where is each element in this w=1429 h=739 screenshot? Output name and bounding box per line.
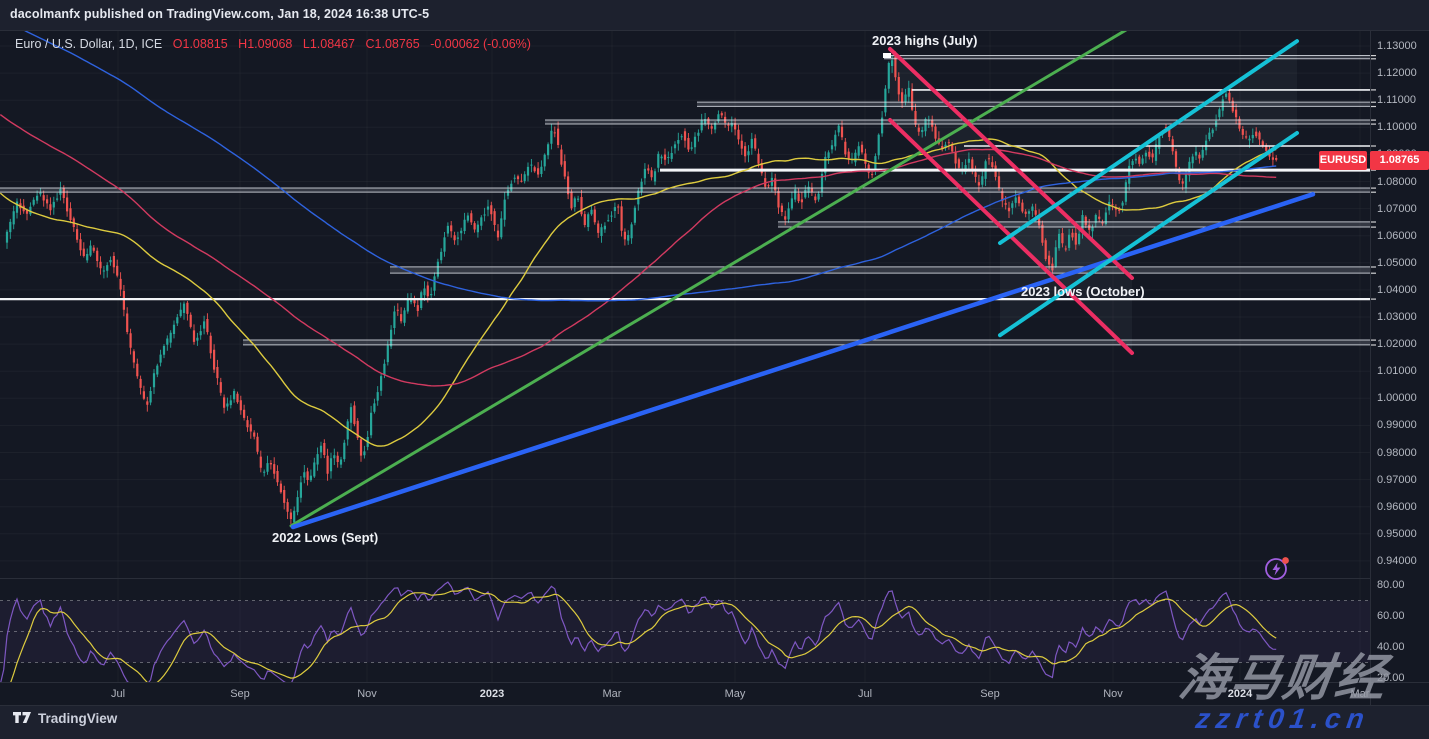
price-tick-1.03000: 1.03000	[1377, 311, 1417, 323]
time-tick-Nov: Nov	[357, 688, 377, 700]
time-tick-Jul: Jul	[110, 688, 126, 700]
low-value: 1.08467	[309, 37, 356, 51]
price-tick-1.11000: 1.11000	[1377, 94, 1416, 107]
publisher-text: dacolmanfx published on TradingView.com,…	[10, 7, 430, 21]
low-label: L	[302, 37, 310, 51]
symbol-title[interactable]: Euro / U.S. Dollar, 1D, ICE	[15, 37, 163, 51]
price-tick-1.13000: 1.13000	[1377, 40, 1417, 52]
price-tick-1.12000: 1.12000	[1377, 67, 1417, 80]
close-label: C	[365, 37, 375, 51]
price-tick-0.96000: 0.96000	[1377, 500, 1417, 513]
annotation: 2023 lows (October)	[1021, 284, 1145, 299]
watermark-cn: 海马财经	[1175, 650, 1392, 706]
high-label: H	[238, 37, 248, 51]
rsi-tick-60.00: 60.00	[1377, 610, 1405, 622]
time-tick-Mar: Mar	[602, 688, 622, 700]
chart-legend: Euro / U.S. Dollar, 1D, ICE O1.08815 H1.…	[15, 37, 531, 51]
time-tick-Sep: Sep	[230, 688, 250, 700]
price-tick-0.94000: 0.94000	[1377, 554, 1417, 567]
price-tick-1.04000: 1.04000	[1377, 283, 1417, 296]
price-tick-0.97000: 0.97000	[1377, 473, 1417, 486]
tradingview-logo[interactable]: TradingView	[13, 711, 117, 726]
annotation: 2022 Lows (Sept)	[272, 530, 379, 545]
rsi-tick-40.00: 40.00	[1377, 641, 1405, 653]
open-label: O	[172, 37, 183, 51]
price-tick-0.98000: 0.98000	[1377, 446, 1417, 459]
price-tick-1.05000: 1.05000	[1377, 256, 1417, 269]
time-tick-2023: 2023	[479, 688, 505, 700]
time-tick-2024: 2024	[1227, 688, 1253, 700]
price-tick-1.07000: 1.07000	[1377, 202, 1417, 215]
last-price-badge: 1.08765	[1370, 151, 1429, 170]
publisher-bar: dacolmanfx published on TradingView.com,…	[10, 7, 429, 21]
price-tick-1.06000: 1.06000	[1377, 229, 1417, 242]
time-tick-Nov: Nov	[1103, 688, 1123, 700]
high-value: 1.09068	[247, 37, 293, 51]
price-tick-1.02000: 1.02000	[1377, 338, 1417, 351]
tradingview-logo-icon	[13, 712, 31, 723]
price-tick-0.99000: 0.99000	[1377, 419, 1417, 432]
tradingview-logo-text: TradingView	[38, 711, 118, 726]
price-tick-1.08000: 1.08000	[1377, 175, 1417, 188]
rsi-tick-80.00: 80.00	[1377, 579, 1405, 591]
annotation: 2023 highs (July)	[872, 33, 978, 48]
time-tick-Mar: Mar	[1350, 688, 1370, 700]
symbol-badge: EURUSD	[1319, 151, 1367, 170]
change-value: -0.00062 (-0.06%)	[430, 37, 531, 51]
time-tick-May: May	[724, 688, 746, 700]
price-tick-1.00000: 1.00000	[1377, 392, 1417, 405]
watermark-url: zzrt01.cn	[1193, 703, 1373, 734]
price-tick-1.01000: 1.01000	[1377, 365, 1417, 378]
lightning-boost-icon[interactable]	[1263, 554, 1291, 582]
price-tick-1.10000: 1.10000	[1377, 121, 1417, 134]
open-value: 1.08815	[182, 37, 228, 51]
rsi-tick-20.00: 20.00	[1377, 672, 1405, 684]
price-tick-0.95000: 0.95000	[1377, 527, 1417, 540]
close-value: 1.08765	[374, 37, 420, 51]
time-tick-Jul: Jul	[857, 688, 873, 700]
time-tick-Sep: Sep	[980, 688, 1000, 700]
